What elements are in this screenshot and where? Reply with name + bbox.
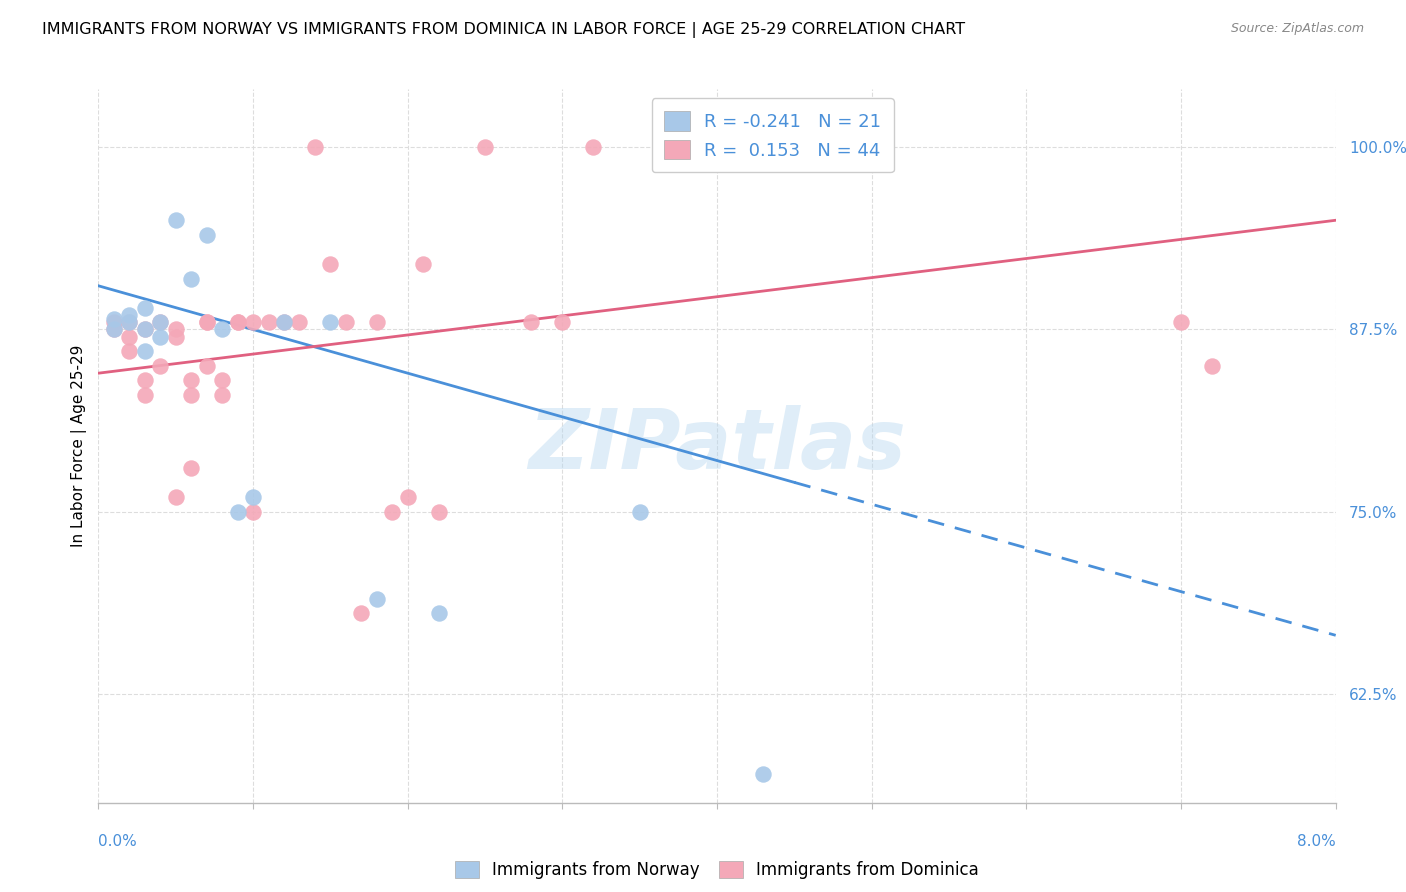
Point (288, 315, 311, 329)
Point (149, 315, 172, 329)
Point (582, 140, 605, 154)
Point (381, 504, 404, 518)
Point (180, 460, 202, 475)
Point (675, 140, 697, 154)
Point (103, 315, 125, 329)
Point (257, 315, 280, 329)
Point (165, 330, 187, 344)
Point (551, 315, 574, 329)
Point (134, 374, 156, 388)
Point (118, 315, 141, 329)
Point (195, 359, 218, 373)
Point (211, 374, 233, 388)
Point (242, 504, 264, 518)
Point (319, 315, 342, 329)
Text: Source: ZipAtlas.com: Source: ZipAtlas.com (1230, 22, 1364, 36)
Point (1170, 315, 1192, 329)
Point (273, 315, 295, 329)
Point (195, 227, 218, 242)
Point (752, 766, 775, 780)
Point (134, 388, 156, 402)
Point (242, 490, 264, 504)
Point (165, 213, 187, 227)
Point (520, 315, 543, 329)
Point (226, 315, 249, 329)
Point (427, 504, 450, 518)
Point (195, 315, 218, 329)
Point (427, 607, 450, 621)
Point (118, 330, 141, 344)
Point (226, 315, 249, 329)
Y-axis label: In Labor Force | Age 25-29: In Labor Force | Age 25-29 (72, 345, 87, 547)
Point (165, 490, 187, 504)
Point (180, 388, 202, 402)
Text: IMMIGRANTS FROM NORWAY VS IMMIGRANTS FROM DOMINICA IN LABOR FORCE | AGE 25-29 CO: IMMIGRANTS FROM NORWAY VS IMMIGRANTS FRO… (42, 22, 966, 38)
Point (134, 322, 156, 336)
Point (195, 315, 218, 329)
Point (134, 344, 156, 359)
Point (149, 359, 172, 373)
Point (165, 322, 187, 336)
Point (628, 504, 651, 518)
Point (366, 591, 388, 606)
Point (350, 607, 373, 621)
Point (474, 140, 496, 154)
Point (304, 140, 326, 154)
Text: ZIPatlas: ZIPatlas (529, 406, 905, 486)
Point (366, 315, 388, 329)
Point (412, 257, 434, 271)
Point (319, 257, 342, 271)
Point (273, 315, 295, 329)
Point (118, 308, 141, 322)
Point (211, 388, 233, 402)
Text: 8.0%: 8.0% (1296, 834, 1336, 849)
Point (103, 312, 125, 326)
Point (134, 322, 156, 336)
Point (335, 315, 357, 329)
Point (149, 330, 172, 344)
Point (242, 315, 264, 329)
Text: 0.0%: 0.0% (98, 834, 138, 849)
Point (134, 301, 156, 315)
Point (118, 315, 141, 329)
Point (103, 322, 125, 336)
Point (226, 504, 249, 518)
Point (103, 322, 125, 336)
Point (118, 344, 141, 359)
Point (396, 490, 419, 504)
Point (149, 315, 172, 329)
Point (180, 374, 202, 388)
Point (180, 271, 202, 285)
Point (1201, 359, 1223, 373)
Point (211, 322, 233, 336)
Legend: Immigrants from Norway, Immigrants from Dominica: Immigrants from Norway, Immigrants from … (447, 853, 987, 888)
